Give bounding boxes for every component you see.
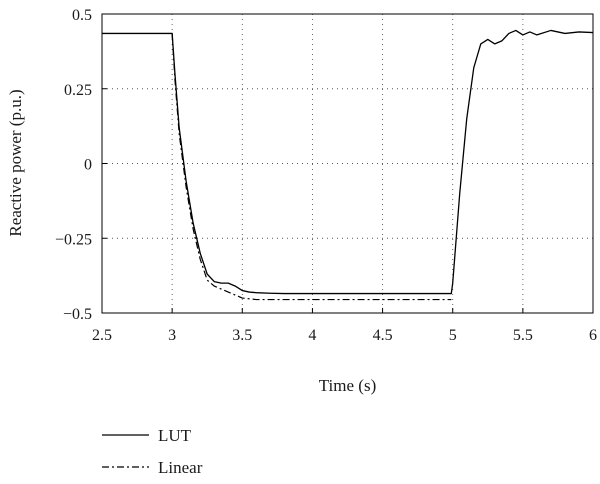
y-tick-label: −0.5 bbox=[63, 306, 92, 323]
x-tick-label: 3 bbox=[168, 327, 176, 344]
series-line-linear bbox=[171, 33, 452, 301]
y-tick-label: 0.5 bbox=[72, 7, 92, 24]
y-tick-label: 0 bbox=[84, 157, 92, 174]
legend-label-linear: Linear bbox=[158, 458, 203, 477]
ticks bbox=[101, 13, 594, 314]
legend: LUT Linear bbox=[102, 426, 203, 477]
series-line-lut bbox=[102, 29, 594, 295]
y-axis-label: Reactive power (p.u.) bbox=[6, 89, 25, 236]
x-tick-label: 4 bbox=[308, 327, 316, 344]
x-tick-label: 6 bbox=[589, 327, 597, 344]
legend-label-lut: LUT bbox=[158, 426, 192, 445]
y-tick-label: −0.25 bbox=[55, 231, 92, 248]
series-layer bbox=[102, 29, 594, 301]
x-tick-label: 4.5 bbox=[373, 327, 393, 344]
x-axis-label: Time (s) bbox=[319, 376, 376, 395]
x-tick-label: 5.5 bbox=[513, 327, 533, 344]
grid bbox=[102, 14, 593, 313]
x-tick-label: 2.5 bbox=[92, 327, 112, 344]
x-tick-label: 5 bbox=[449, 327, 457, 344]
x-tick-label: 3.5 bbox=[232, 327, 252, 344]
tick-labels: 2.5 3 3.5 4 4.5 5 5.5 6 0.5 0.25 0 −0.25 −0.5 bbox=[55, 7, 597, 344]
y-tick-label: 0.25 bbox=[64, 82, 92, 99]
